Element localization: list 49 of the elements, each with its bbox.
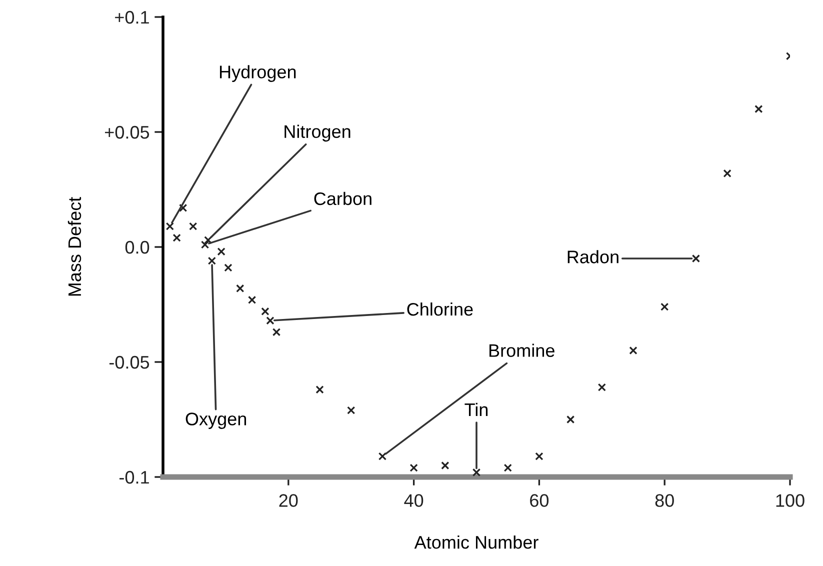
point [378,452,387,460]
point [535,452,544,460]
x-tick-label: 40 [404,494,424,507]
point [316,386,324,394]
annotation: Radon [568,250,618,264]
y-tick-label: 0.0 [125,240,150,254]
y-tick-label: -0.1 [120,470,149,484]
point [410,464,418,472]
point [598,383,606,392]
point [272,328,281,336]
point [178,204,188,212]
annotation: Nitrogen [284,124,350,142]
y-axis-title: Mass Defect [68,196,82,296]
y-tick-label: -0.05 [109,356,150,369]
point [204,236,212,244]
point [217,248,226,256]
x-tick-label: 100 [776,494,804,507]
x-tick-label: 80 [655,494,674,507]
point [566,415,575,424]
point [629,346,638,355]
point [266,316,274,325]
point [660,302,669,311]
point [189,222,198,230]
y-tick-label: +0.1 [115,10,149,24]
annotation: Bromine [489,344,554,357]
annotation: Chlorine [407,302,473,316]
point [754,104,763,114]
annotation: Carbon [314,192,372,206]
y-tick-label: +0.05 [105,126,150,139]
point [692,254,700,263]
x-tick-label: 60 [530,494,549,507]
annotation: Hydrogen [220,65,296,82]
point [248,296,256,304]
annotation: Tin [464,402,488,416]
point [347,406,356,414]
annotation: Oxygen [186,412,246,429]
point [261,307,270,316]
point [224,264,232,272]
x-tick-label: 20 [279,494,298,507]
point [208,256,216,265]
point [472,468,481,476]
point [236,284,244,292]
x-axis-title: Atomic Number [414,536,538,549]
point [441,461,450,470]
point [504,464,512,472]
point [166,222,174,230]
point [172,234,181,242]
point [200,240,210,249]
point [723,169,732,178]
